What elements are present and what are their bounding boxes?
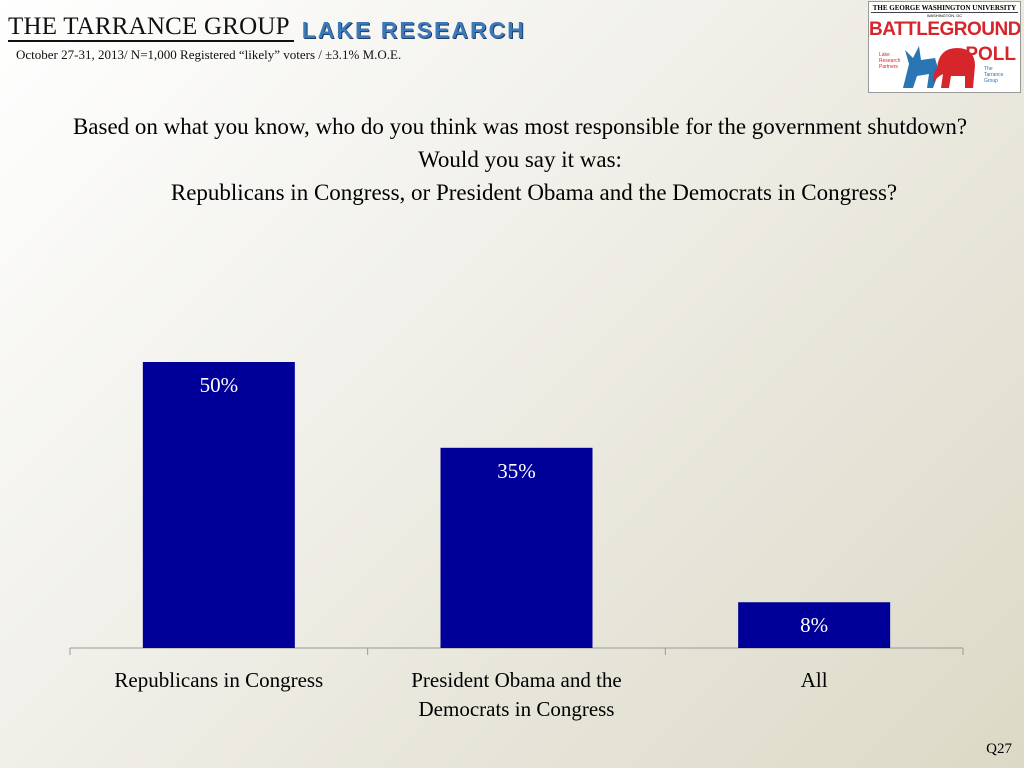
question-title: Based on what you know, who do you think…	[70, 110, 970, 209]
data-label-3: 8%	[800, 613, 828, 637]
badge-battleground: BATTLEGROUND	[869, 19, 1021, 40]
badge-lake-partners: Lake Research Partners	[879, 52, 901, 70]
question-line-2: Republicans in Congress, or President Ob…	[170, 180, 898, 205]
bar-2	[440, 447, 593, 648]
question-code: Q27	[986, 741, 1012, 757]
survey-meta: October 27-31, 2013/ N=1,000 Registered …	[16, 47, 402, 62]
logo-row: THE TARRANCE GROUP LAKE RESEARCH	[8, 14, 526, 42]
bar-1	[142, 362, 295, 648]
data-label-2: 35%	[497, 459, 536, 483]
category-label-3: All	[801, 668, 828, 692]
category-label-2: Democrats in Congress	[419, 697, 615, 721]
category-label-1: Republicans in Congress	[114, 668, 323, 692]
donkey-elephant-icon	[903, 46, 975, 88]
badge-tarrance: The Tarrance Group	[984, 66, 1004, 84]
badge-poll: POLL	[965, 44, 1016, 65]
bar-3	[738, 602, 891, 648]
data-label-1: 50%	[200, 373, 239, 397]
battleground-poll-badge: THE GEORGE WASHINGTON UNIVERSITY WASHING…	[868, 1, 1021, 93]
lake-research-logo: LAKE RESEARCH	[301, 17, 526, 43]
category-label-2: President Obama and the	[411, 668, 622, 692]
tarrance-group-logo: THE TARRANCE GROUP	[8, 14, 294, 42]
badge-university: THE GEORGE WASHINGTON UNIVERSITY	[871, 4, 1018, 13]
badge-city: WASHINGTON, DC	[926, 13, 963, 18]
question-line-1: Based on what you know, who do you think…	[72, 114, 968, 172]
header: THE TARRANCE GROUP LAKE RESEARCH October…	[8, 14, 526, 63]
